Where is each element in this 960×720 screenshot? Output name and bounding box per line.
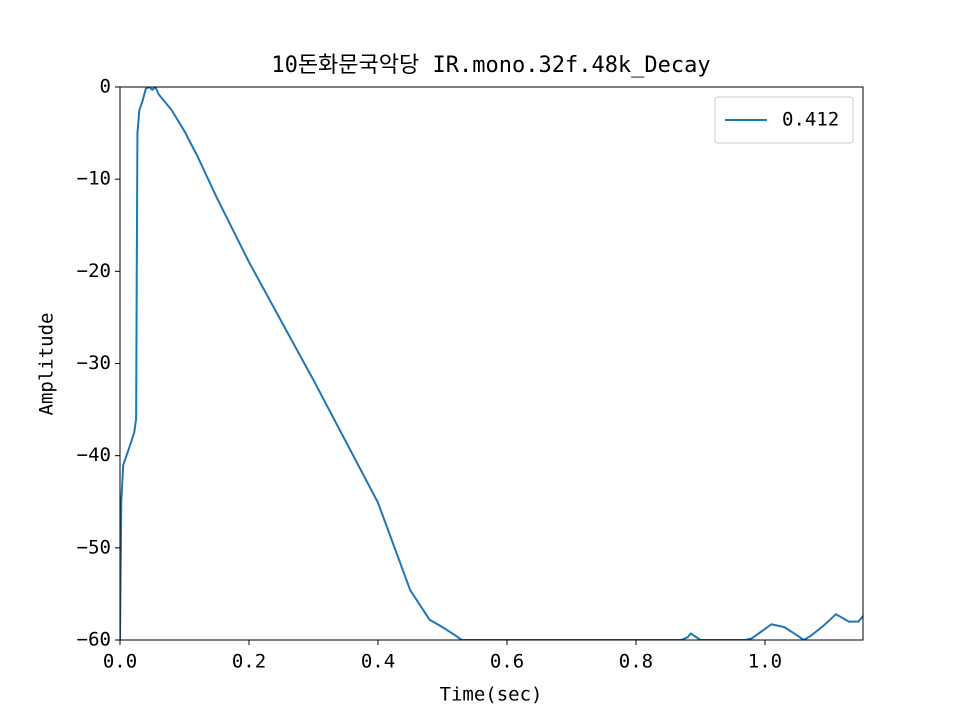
x-tick-label: 0.6 — [490, 651, 524, 673]
x-tick-label: 0.0 — [103, 651, 137, 673]
y-tick-label: −60 — [77, 629, 111, 651]
plot-frame — [119, 86, 864, 641]
x-tick-label: 0.2 — [232, 651, 266, 673]
y-tick-label: −50 — [77, 536, 111, 558]
x-tick-label: 0.4 — [361, 651, 395, 673]
chart-title: 10돈화문국악당 IR.mono.32f.48k_Decay — [271, 53, 710, 78]
y-axis-label: Amplitude — [36, 313, 58, 416]
data-line — [120, 87, 863, 640]
x-tick-label: 0.8 — [619, 651, 653, 673]
legend-label: 0.412 — [782, 109, 839, 131]
y-tick-label: −20 — [77, 260, 111, 282]
y-tick-label: −40 — [77, 444, 111, 466]
y-tick-label: 0 — [100, 76, 111, 98]
x-axis-label: Time(sec) — [440, 684, 543, 706]
y-tick-label: −10 — [77, 168, 111, 190]
legend-box — [714, 96, 854, 144]
y-tick-label: −30 — [77, 352, 111, 374]
x-tick-label: 1.0 — [748, 651, 782, 673]
